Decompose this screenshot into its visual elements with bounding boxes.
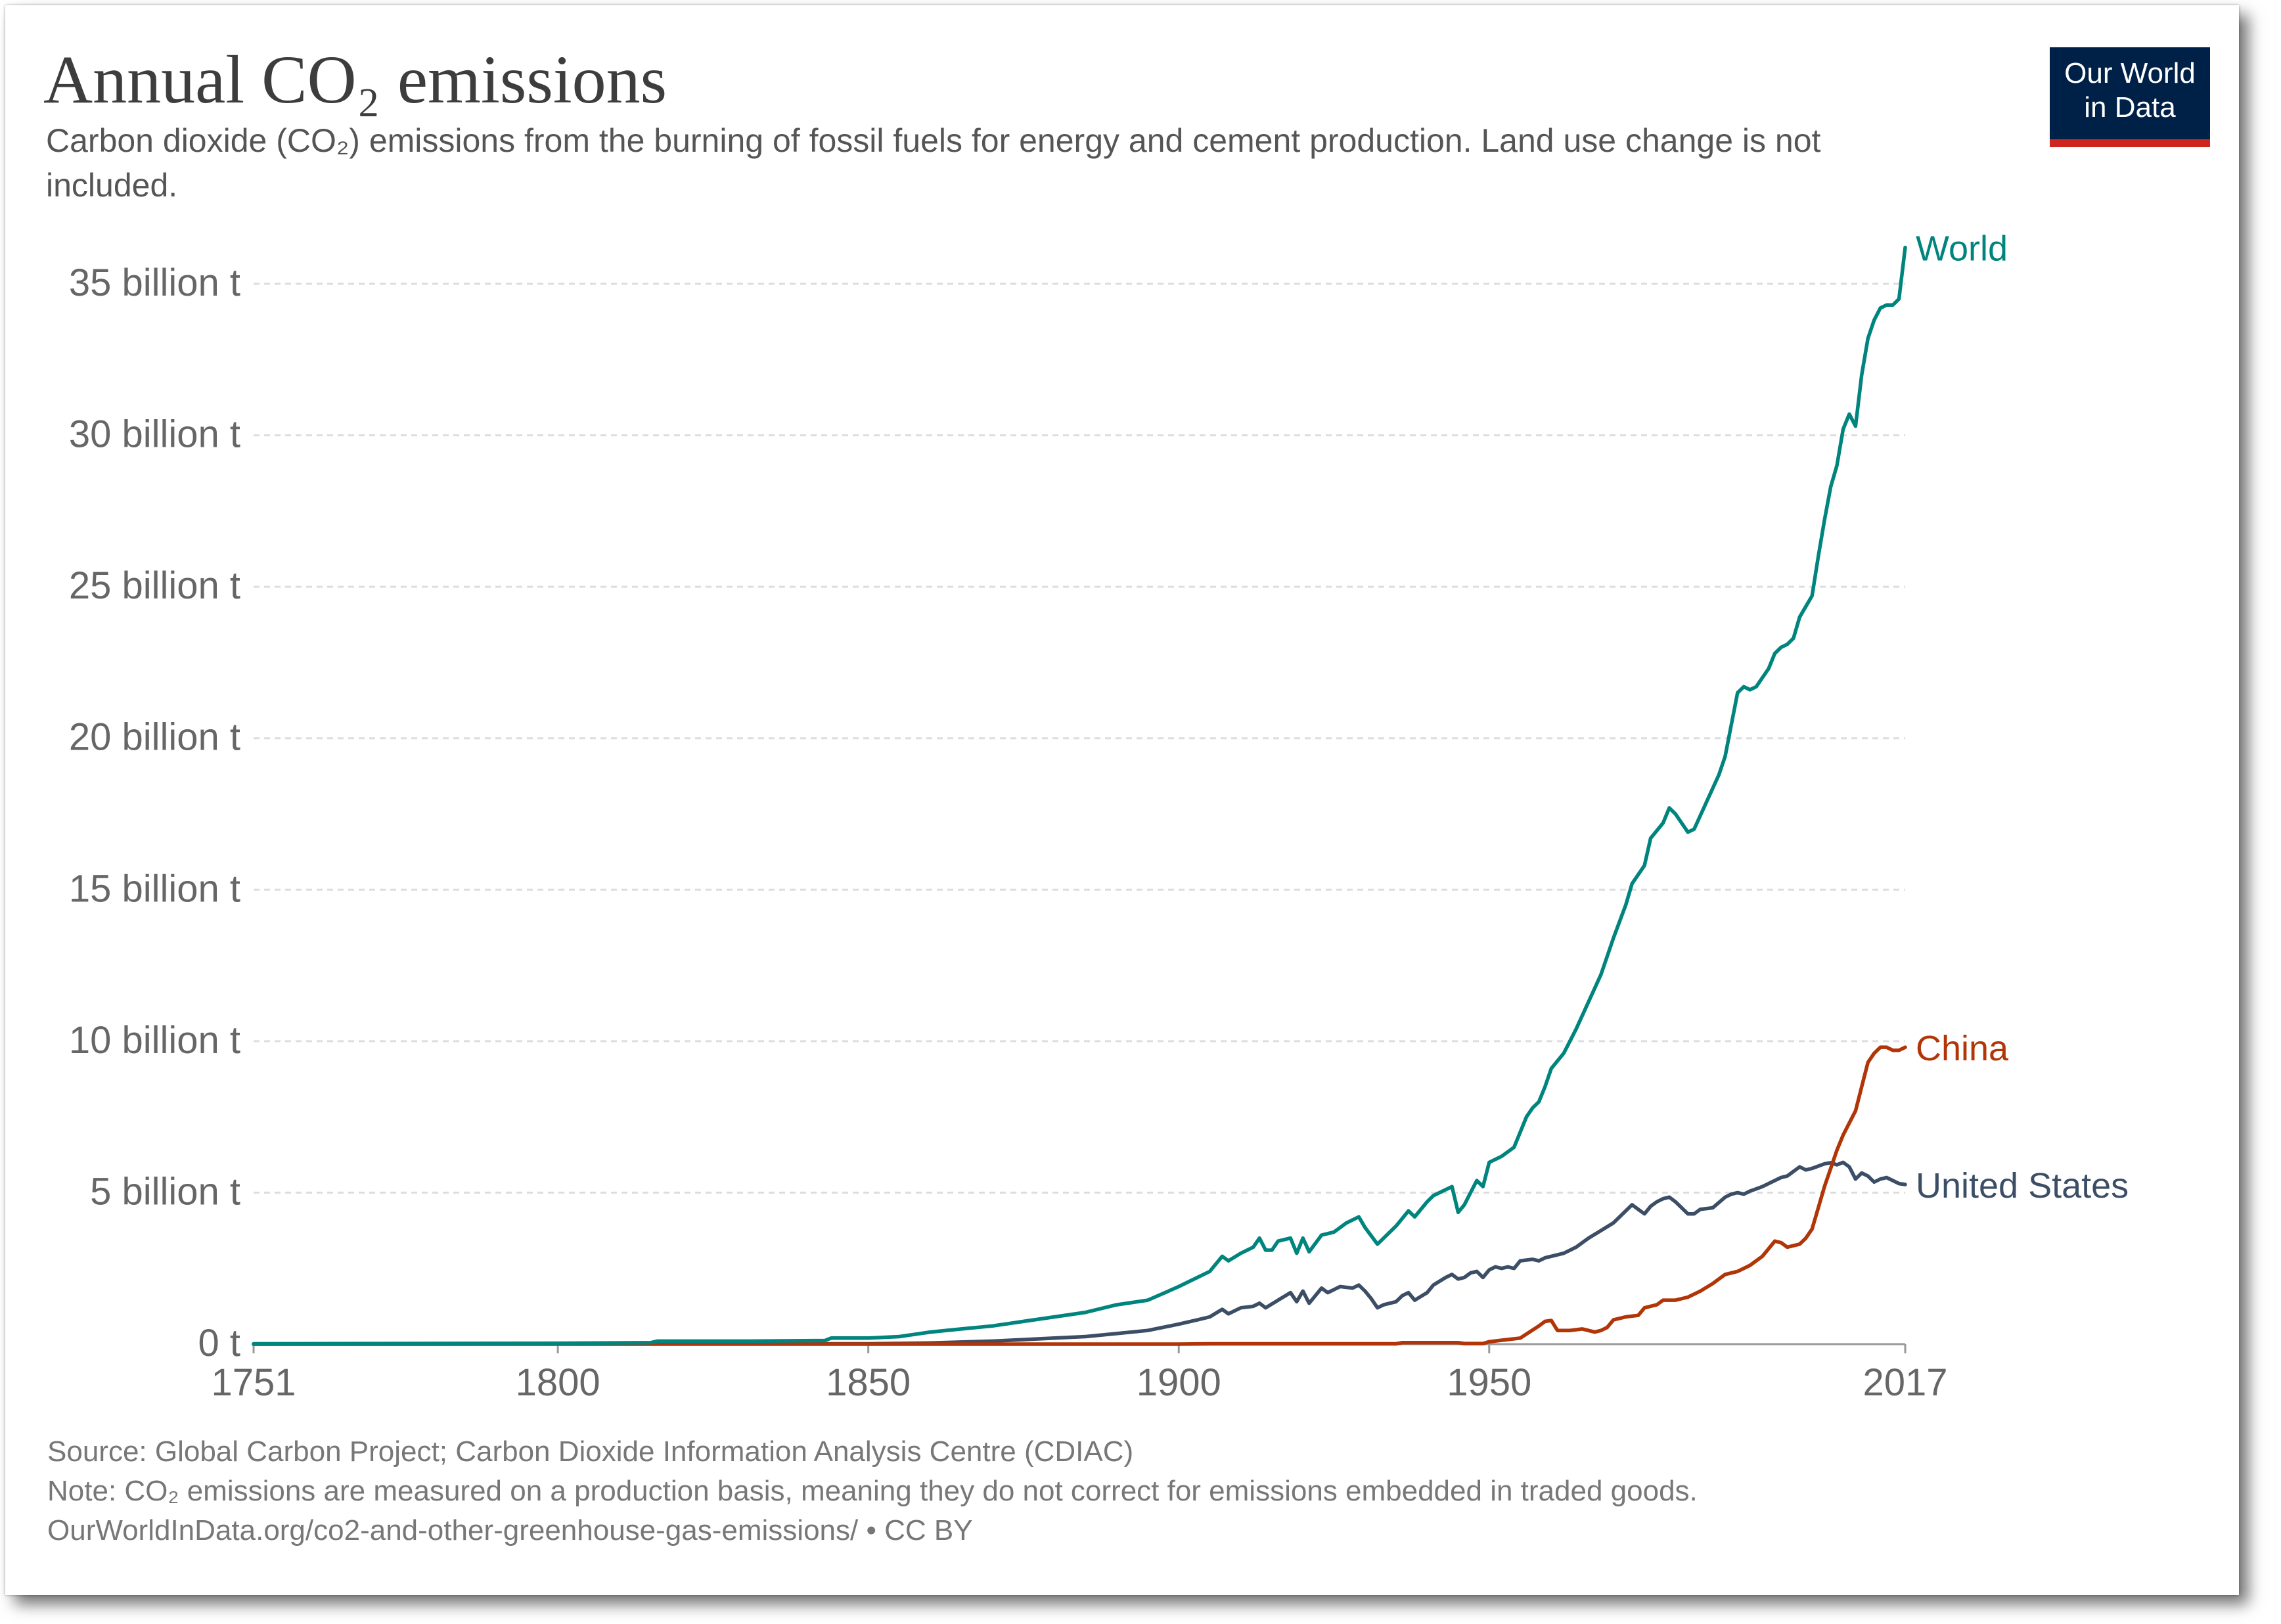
series-line-united-states[interactable] bbox=[252, 1160, 1907, 1346]
y-tick-label: 10 billion t bbox=[69, 1019, 240, 1062]
series-line-china[interactable] bbox=[252, 1045, 1907, 1346]
x-tick-label: 1751 bbox=[211, 1361, 296, 1404]
y-tick-label: 25 billion t bbox=[69, 564, 240, 607]
x-tick-label: 2017 bbox=[1863, 1361, 1947, 1404]
y-tick-label: 35 billion t bbox=[69, 261, 240, 304]
x-tick-label: 1950 bbox=[1447, 1361, 1531, 1404]
x-axis: 1751 1800 1850 1900 1950 2017 bbox=[211, 1343, 1948, 1404]
y-tick-label: 0 t bbox=[198, 1322, 241, 1365]
logo-stripe bbox=[2050, 139, 2210, 147]
series-line-world[interactable] bbox=[252, 245, 1907, 1346]
x-tick-label: 1800 bbox=[516, 1361, 600, 1404]
chart-footer: Source: Global Carbon Project; Carbon Di… bbox=[47, 1432, 2150, 1550]
series-label-world: World bbox=[1916, 229, 2008, 269]
y-tick-label: 5 billion t bbox=[90, 1170, 240, 1213]
y-tick-label: 30 billion t bbox=[69, 413, 240, 456]
note-text: Note: CO₂ emissions are measured on a pr… bbox=[47, 1475, 1698, 1507]
logo-line-1: Our World bbox=[2064, 57, 2196, 89]
chart-title: Annual CO₂ emissions bbox=[43, 42, 667, 118]
logo-line-2: in Data bbox=[2084, 91, 2176, 124]
y-tick-label: 20 billion t bbox=[69, 716, 240, 759]
owid-logo[interactable]: Our World in Data bbox=[2050, 47, 2210, 147]
x-tick-label: 1900 bbox=[1137, 1361, 1221, 1404]
source-text: Source: Global Carbon Project; Carbon Di… bbox=[47, 1435, 1134, 1468]
series-label-united-states: United States bbox=[1916, 1166, 2129, 1206]
series-label-china: China bbox=[1916, 1029, 2009, 1068]
x-tick-label: 1850 bbox=[826, 1361, 911, 1404]
source-link[interactable]: OurWorldInData.org/co2-and-other-greenho… bbox=[47, 1514, 973, 1546]
y-tick-label: 15 billion t bbox=[69, 867, 240, 910]
chart-frame bbox=[5, 5, 2239, 1595]
series-labels: World China United States bbox=[1916, 229, 2129, 1206]
chart-subtitle: Carbon dioxide (CO₂) emissions from the … bbox=[46, 122, 1821, 204]
gridlines bbox=[254, 282, 1905, 1194]
y-axis-ticks: 0 t 5 billion t 10 billion t 15 billion t 20… bbox=[69, 261, 240, 1365]
series-lines bbox=[252, 245, 1907, 1346]
